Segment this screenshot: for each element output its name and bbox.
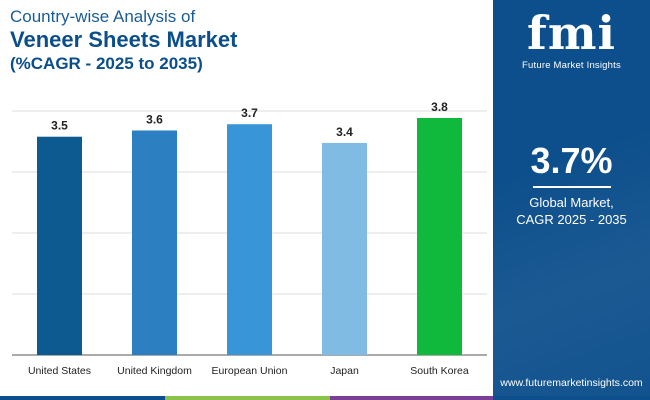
website-link[interactable]: www.futuremarketinsights.com [500, 377, 643, 389]
chart-title: Country-wise Analysis of Veneer Sheets M… [10, 6, 237, 75]
footer-stripe-2 [165, 396, 330, 400]
title-line-3: (%CAGR - 2025 to 2035) [10, 54, 203, 73]
title-line-2: Veneer Sheets Market [10, 27, 238, 52]
logo-subtitle: Future Market Insights [522, 60, 621, 71]
global-cagr-label: Global Market, CAGR 2025 - 2035 [493, 194, 650, 228]
logo-mark: fmi [527, 6, 616, 60]
global-cagr-label-line1: Global Market, [529, 195, 614, 210]
data-label: 3.6 [146, 112, 163, 126]
panel-divider [533, 186, 611, 188]
data-label: 3.4 [336, 125, 353, 139]
global-cagr-label-line2: CAGR 2025 - 2035 [516, 212, 627, 227]
x-tick-label: European Union [212, 365, 288, 377]
title-line-1: Country-wise Analysis of [10, 7, 196, 26]
bar-united-kingdom [132, 130, 177, 355]
bar-european-union [227, 124, 272, 355]
fmi-logo: fmi Future Market Insights [493, 8, 650, 71]
x-tick-label: Japan [330, 365, 359, 377]
x-tick-label: South Korea [410, 365, 469, 377]
data-label: 3.8 [431, 100, 448, 114]
panel-texture [493, 0, 650, 400]
footer-stripe-3 [330, 396, 493, 400]
footer-stripe-4 [493, 396, 650, 400]
data-label: 3.5 [51, 119, 68, 133]
global-cagr-value: 3.7% [530, 140, 613, 181]
x-tick-label: United Kingdom [117, 365, 192, 377]
bar-south-korea [417, 118, 462, 355]
data-label: 3.7 [241, 106, 258, 120]
bar-japan [322, 142, 367, 355]
x-tick-label: United States [28, 365, 91, 377]
bar-united-states [37, 136, 82, 355]
summary-panel: fmi Future Market Insights 3.7% Global M… [493, 0, 650, 400]
bar-chart: 3.5 United States 3.6 United Kingdom 3.7 Euro… [12, 100, 487, 377]
footer-stripe-1 [0, 396, 165, 400]
